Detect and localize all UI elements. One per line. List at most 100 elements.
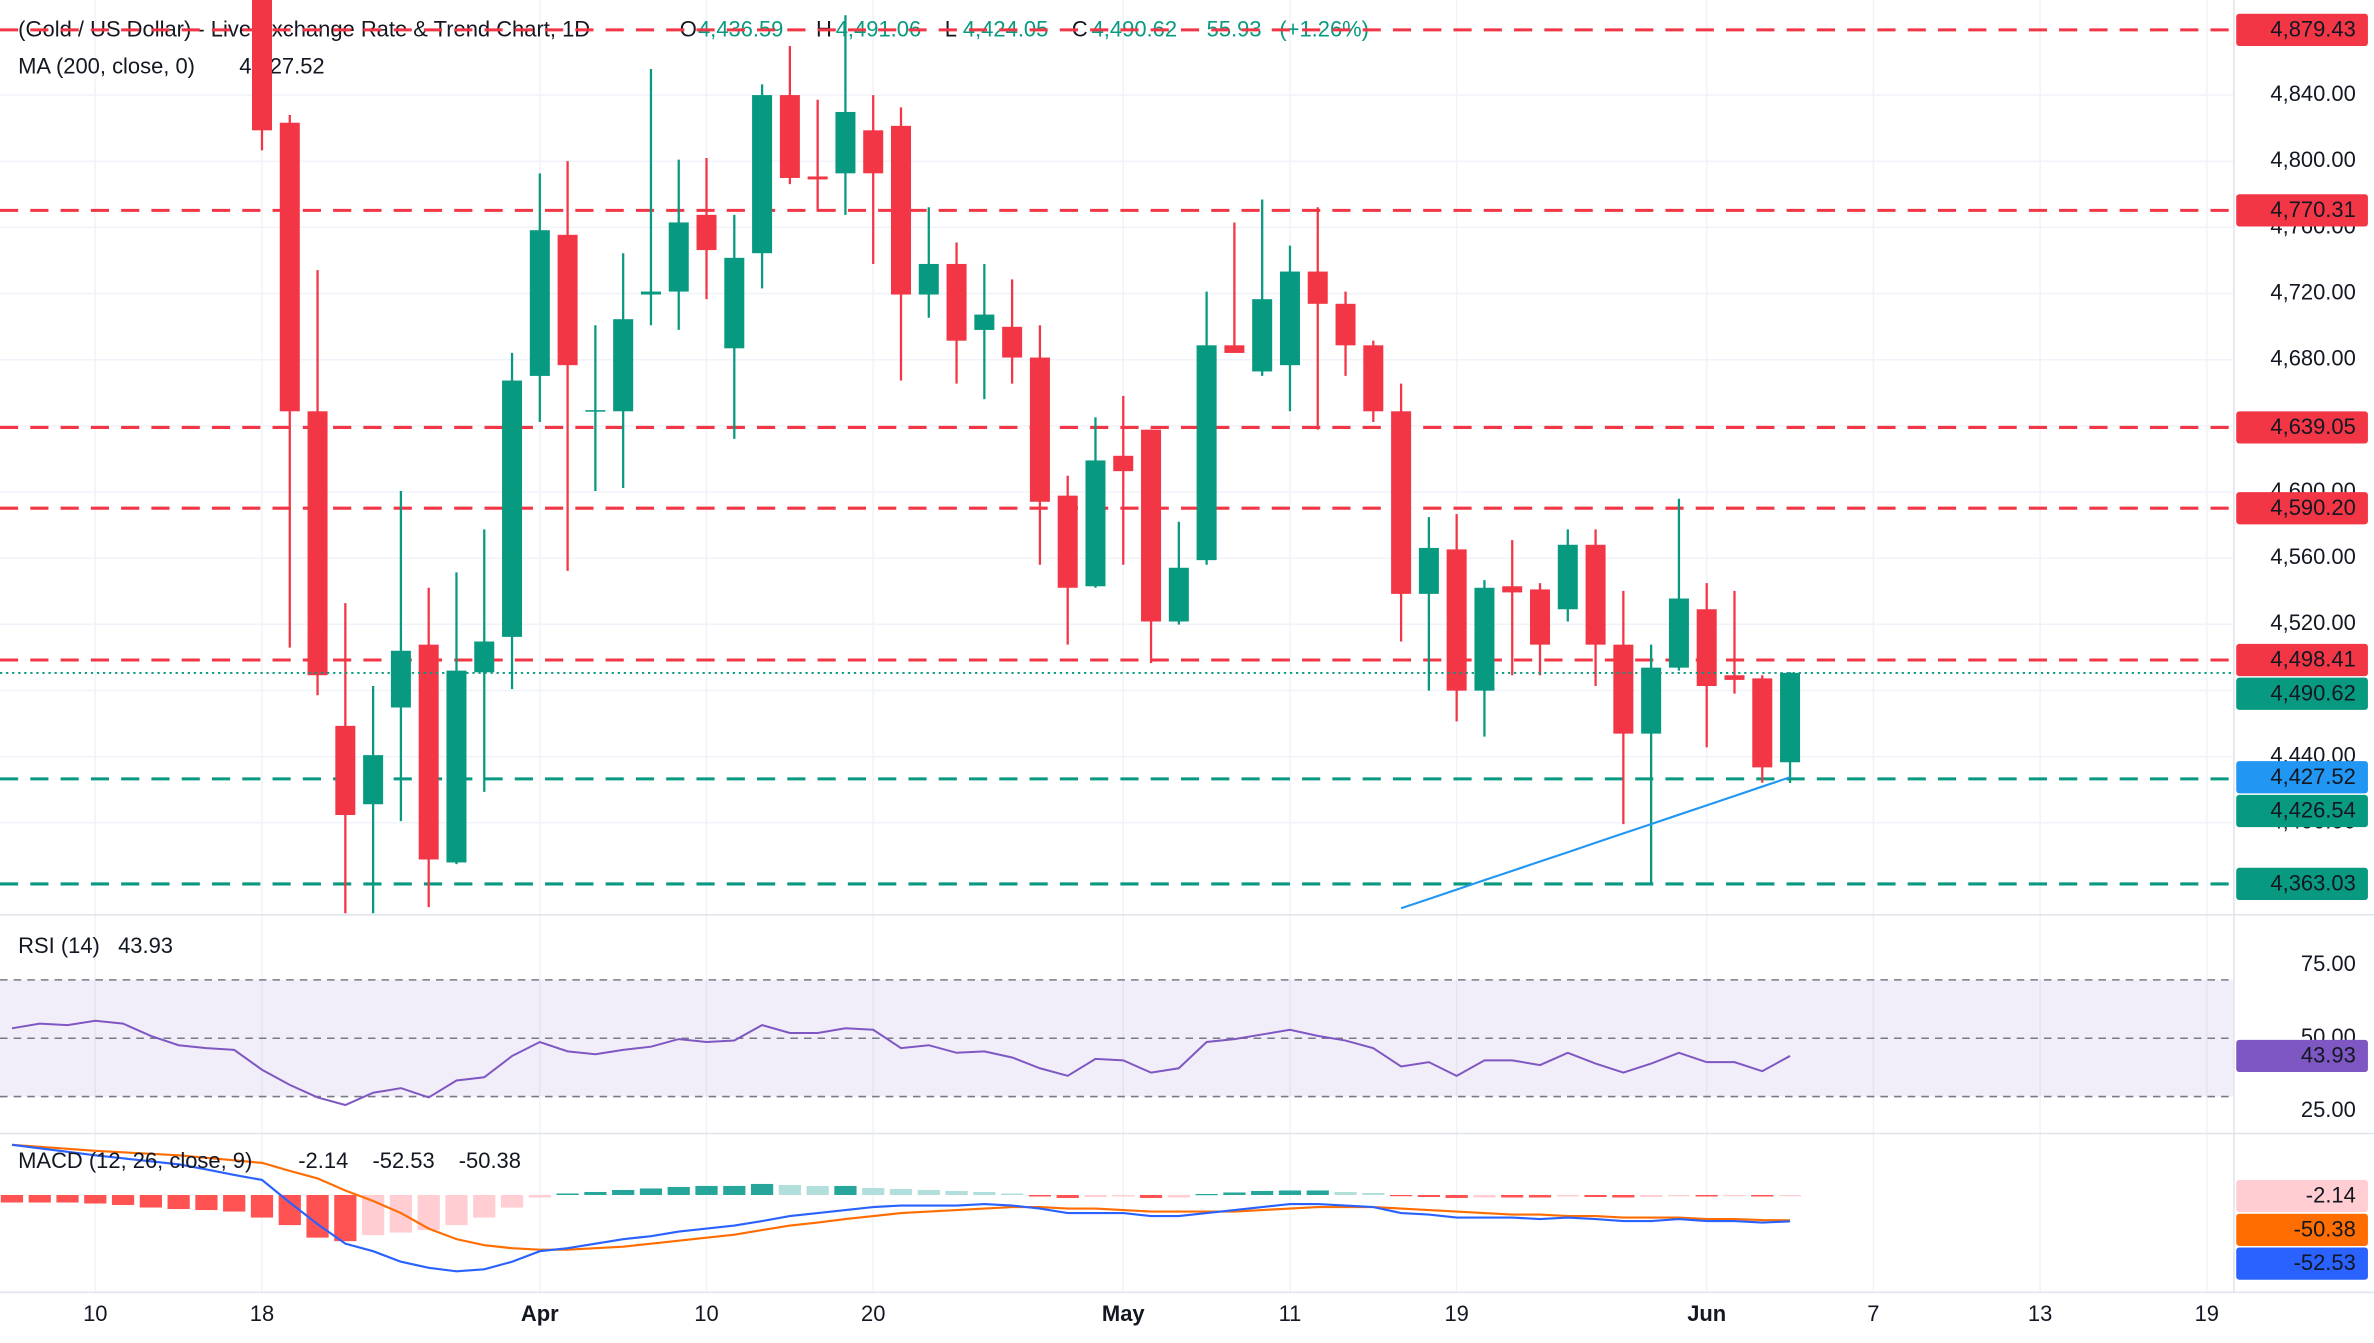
macd-histogram-bar — [111, 1194, 135, 1206]
ohlc-letter: O — [680, 16, 697, 41]
macd-histogram-bar — [695, 1185, 718, 1195]
macd-histogram-bar — [1278, 1190, 1302, 1195]
signal-line — [11, 1143, 1791, 1251]
candle-body — [807, 176, 828, 180]
macd-pane — [0, 1143, 1802, 1273]
price-badge-label: 4,490.62 — [2270, 680, 2355, 705]
macd-histogram-bar — [1306, 1190, 1329, 1195]
macd-histogram-bar — [1167, 1194, 1190, 1198]
y-tick-label: 4,800.00 — [2270, 147, 2355, 172]
candle-body — [251, 0, 272, 131]
price-badge — [2236, 761, 2368, 794]
candle-body — [1279, 271, 1300, 366]
price-pane — [0, 0, 2234, 914]
candle-body — [1613, 644, 1634, 734]
macd-histogram-bar — [1056, 1194, 1079, 1198]
x-tick-label: Apr — [521, 1301, 559, 1326]
candle-body — [557, 234, 578, 366]
candle-body — [1502, 586, 1523, 593]
price-badge-label: 4,426.54 — [2270, 798, 2355, 823]
candle-body — [1335, 303, 1356, 346]
macd-histogram-bar — [306, 1194, 329, 1238]
macd-histogram-bar — [417, 1194, 440, 1231]
y-tick-label: 4,560.00 — [2270, 544, 2355, 569]
price-badge — [2236, 794, 2368, 828]
macd-histogram-bar — [1667, 1194, 1691, 1197]
macd-histogram-bar — [1028, 1194, 1052, 1197]
candle-body — [640, 291, 661, 295]
price-badge-label: 4,363.03 — [2270, 870, 2355, 895]
price-badge — [2236, 1247, 2368, 1280]
macd-value: -52.53 — [372, 1148, 434, 1173]
price-badge-label: 4,770.31 — [2270, 197, 2355, 222]
macd-histogram-bar — [84, 1194, 107, 1204]
candle-body — [1585, 544, 1606, 645]
x-tick-label: 18 — [250, 1301, 274, 1326]
price-badge-label: 43.93 — [2301, 1042, 2356, 1067]
price-badge — [2236, 1039, 2368, 1073]
candle-body — [474, 641, 495, 673]
macd-histogram-bar — [1723, 1194, 1746, 1197]
candle-body — [1474, 587, 1495, 691]
candle-body — [918, 263, 939, 295]
macd-histogram-bar — [862, 1187, 885, 1195]
x-tick-label: 13 — [2028, 1301, 2052, 1326]
macd-histogram-bar — [1695, 1194, 1718, 1197]
macd-histogram-bar — [1528, 1194, 1552, 1198]
x-tick-label: 10 — [694, 1301, 718, 1326]
ma-line — [1400, 776, 1791, 910]
macd-histogram-bar — [28, 1194, 51, 1203]
candle-body — [1113, 455, 1134, 472]
macd-histogram-bar — [250, 1194, 274, 1218]
macd-histogram-bar — [195, 1194, 218, 1211]
candle-body — [1418, 547, 1439, 594]
price-badge-label: -50.38 — [2294, 1216, 2356, 1241]
price-badge — [2236, 1213, 2368, 1246]
candle-body — [1668, 598, 1689, 668]
candle-body — [1168, 567, 1189, 622]
candle-body — [1029, 357, 1050, 502]
macd-histogram-bar — [1445, 1194, 1468, 1198]
price-badge-label: 4,427.52 — [2270, 764, 2355, 789]
candle-body — [418, 644, 439, 860]
indicator-headers: RSI (14) 43.93 MACD (12, 26, close, 9) -… — [18, 933, 521, 1173]
price-badge-label: 4,639.05 — [2270, 414, 2355, 439]
macd-histogram-bar — [362, 1194, 385, 1236]
candle-body — [1724, 675, 1745, 680]
candle-body — [279, 122, 300, 412]
macd-histogram-bar — [56, 1194, 79, 1203]
candle-body — [502, 380, 523, 637]
macd-histogram-bar — [167, 1194, 190, 1210]
macd-histogram-bar — [1334, 1191, 1357, 1195]
macd-histogram-bar — [223, 1194, 246, 1212]
macd-histogram-bar — [584, 1191, 607, 1195]
macd-histogram-bar — [806, 1185, 829, 1195]
macd-histogram-bar — [1362, 1192, 1385, 1195]
candle-body — [863, 130, 884, 174]
macd-histogram-bar — [889, 1188, 913, 1195]
macd-histogram-bar — [778, 1184, 801, 1195]
candle-body — [1252, 299, 1273, 372]
rsi-tick-label: 75.00 — [2301, 951, 2356, 976]
x-tick-label: May — [1102, 1301, 1145, 1326]
price-badge — [2236, 677, 2368, 710]
candle-body — [1557, 544, 1578, 610]
macd-histogram-bar — [1556, 1194, 1579, 1197]
candle-body — [1752, 678, 1773, 768]
macd-legend: MACD (12, 26, close, 9) — [18, 1148, 252, 1173]
candle-body — [1307, 271, 1328, 304]
rsi-line — [11, 1019, 1791, 1107]
price-badges: 4,879.43 4,770.31 4,639.05 4,590.20 4,498.41… — [2236, 13, 2368, 1280]
price-badge — [2236, 411, 2368, 444]
candle-body — [1641, 667, 1662, 734]
price-badge — [2236, 867, 2368, 901]
macd-histogram-bar — [1389, 1194, 1413, 1197]
rsi-pane — [0, 979, 2234, 1107]
candle-body — [752, 95, 773, 254]
candle-body — [696, 214, 717, 251]
candle-body — [890, 125, 912, 295]
price-badge — [2236, 1179, 2368, 1213]
candle-body — [1696, 609, 1717, 687]
